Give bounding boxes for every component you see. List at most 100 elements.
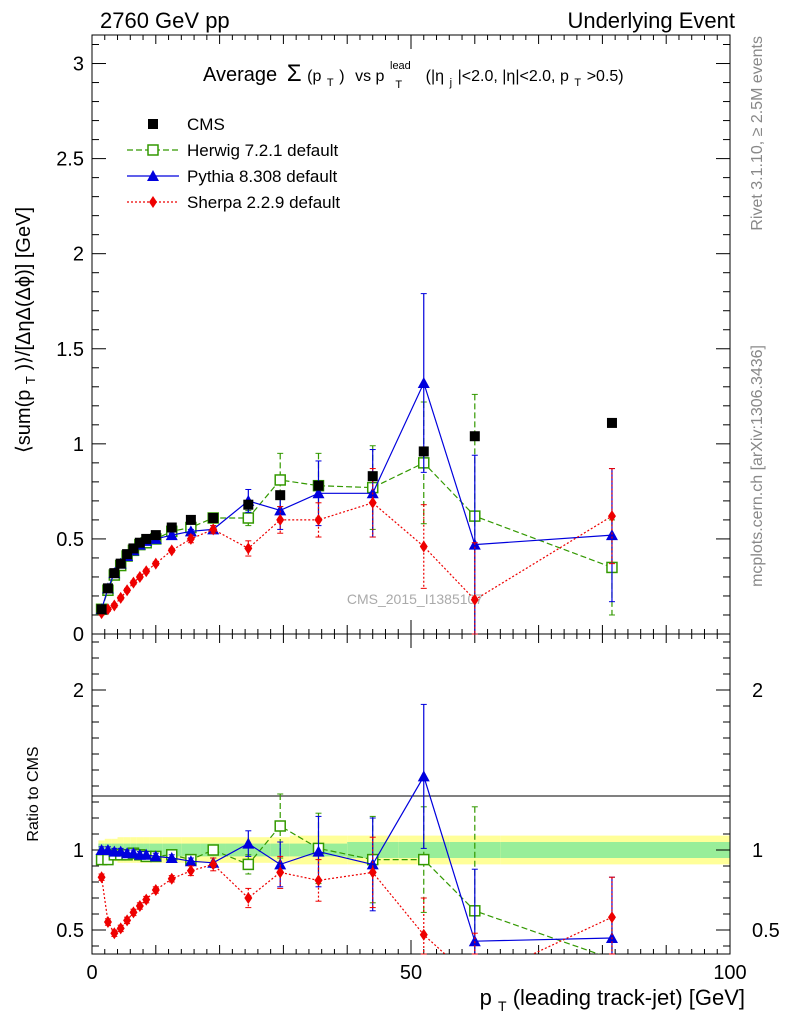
legend-label: CMS bbox=[187, 115, 225, 134]
data-point bbox=[167, 544, 176, 557]
data-point bbox=[128, 543, 139, 554]
y-tick-label-main: 0.5 bbox=[56, 529, 84, 551]
series-herwig bbox=[95, 793, 615, 955]
title-cuts-c: >0.5) bbox=[587, 68, 624, 85]
main-series bbox=[95, 293, 618, 635]
series-cms bbox=[96, 417, 617, 615]
ylabel-main-b: )⟩/[ΔηΔ(Δϕ)] [GeV] bbox=[13, 207, 35, 371]
data-point bbox=[122, 549, 133, 560]
data-point bbox=[605, 529, 618, 541]
data-point bbox=[142, 565, 151, 578]
y-tick-label-main: 1.5 bbox=[56, 339, 84, 361]
title-vs-sup: lead bbox=[390, 60, 411, 72]
legend-label: Herwig 7.2.1 default bbox=[187, 141, 338, 160]
data-point bbox=[97, 871, 106, 884]
data-point bbox=[134, 537, 145, 548]
y-axis-label-ratio: Ratio to CMS bbox=[25, 746, 42, 841]
legend-label: Pythia 8.308 default bbox=[187, 167, 338, 186]
title-prefix: Average bbox=[203, 64, 277, 86]
ratio-series bbox=[95, 703, 618, 955]
band-stat bbox=[449, 842, 501, 858]
data-point bbox=[115, 558, 126, 569]
series-line bbox=[101, 462, 613, 610]
data-point bbox=[274, 858, 287, 870]
data-point bbox=[607, 510, 616, 523]
data-point bbox=[468, 935, 481, 947]
data-point bbox=[368, 496, 377, 509]
data-point bbox=[242, 837, 255, 849]
data-point bbox=[129, 576, 138, 589]
data-point bbox=[244, 542, 253, 555]
data-point bbox=[135, 900, 144, 912]
title-pt-close: ) bbox=[339, 68, 344, 85]
data-point bbox=[607, 911, 616, 924]
data-point bbox=[207, 844, 219, 856]
ylabel-main-sub: T bbox=[23, 376, 38, 384]
data-point bbox=[274, 504, 287, 516]
data-point bbox=[313, 480, 324, 491]
y-tick-label-ratio: 0.5 bbox=[56, 920, 84, 942]
data-point bbox=[368, 866, 377, 879]
analysis-watermark: CMS_2015_I1385107 bbox=[347, 591, 483, 607]
mcplots-note: mcplots.cern.ch [arXiv:1306.3436] bbox=[749, 345, 766, 587]
rivet-note: Rivet 3.1.10, ≥ 2.5M events bbox=[749, 36, 766, 231]
x-tick-label: 50 bbox=[400, 962, 422, 984]
data-point bbox=[274, 474, 286, 486]
data-point bbox=[276, 513, 285, 526]
data-point bbox=[469, 431, 480, 442]
data-point bbox=[186, 532, 195, 545]
data-point bbox=[123, 584, 132, 597]
data-point bbox=[209, 858, 218, 871]
y-tick-label-ratio: 2 bbox=[73, 680, 84, 702]
data-point bbox=[419, 540, 428, 553]
legend: CMS Herwig 7.2.1 default Pythia 8.308 defa… bbox=[127, 115, 340, 212]
y-tick-label-main: 3 bbox=[73, 54, 84, 76]
data-point bbox=[109, 568, 120, 579]
x-tick-label: 100 bbox=[713, 962, 746, 984]
ylabel-main-a: ⟨sum(p bbox=[13, 390, 35, 453]
data-point bbox=[242, 858, 255, 871]
title-cuts-b-sub: T bbox=[574, 77, 581, 89]
legend-marker bbox=[147, 144, 159, 156]
legend-marker bbox=[148, 119, 158, 129]
data-point bbox=[244, 892, 253, 904]
data-point bbox=[208, 513, 219, 524]
legend-label: Sherpa 2.2.9 default bbox=[187, 193, 340, 212]
title-pt-open: (p bbox=[307, 68, 321, 85]
band-stat bbox=[181, 843, 201, 857]
title-cuts-b: |<2.0, |η|<2.0, p bbox=[458, 68, 569, 85]
y-tick-label-main: 2.5 bbox=[56, 149, 84, 171]
title-cuts-a: (|η bbox=[426, 68, 444, 85]
title-vs: vs p bbox=[355, 68, 384, 85]
data-point bbox=[209, 523, 218, 536]
data-point bbox=[151, 884, 160, 896]
legend-marker bbox=[147, 170, 159, 181]
data-point bbox=[184, 855, 197, 867]
data-point bbox=[110, 599, 119, 612]
data-point bbox=[470, 593, 479, 606]
legend-marker bbox=[149, 196, 157, 208]
y-tick-label-main: 2 bbox=[73, 244, 84, 266]
y-tick-label-ratio-right: 2 bbox=[752, 680, 763, 702]
data-point bbox=[102, 583, 113, 594]
series-pythia bbox=[95, 293, 618, 635]
data-point bbox=[186, 864, 195, 877]
xlabel-b: (leading track-jet) [GeV] bbox=[513, 985, 745, 1010]
data-point bbox=[417, 770, 430, 782]
header-right: Underlying Event bbox=[567, 8, 735, 33]
y-tick-label-main: 0 bbox=[73, 624, 84, 646]
data-point bbox=[312, 845, 325, 857]
y-tick-label-ratio-right: 0.5 bbox=[752, 920, 780, 942]
data-point bbox=[314, 874, 323, 887]
title-sigma: Σ bbox=[287, 60, 302, 87]
data-point bbox=[151, 557, 160, 570]
data-point bbox=[275, 490, 286, 501]
data-point bbox=[274, 820, 286, 832]
data-point bbox=[150, 530, 161, 541]
title-cuts-a-sub: j bbox=[449, 77, 452, 89]
data-point bbox=[166, 522, 177, 533]
data-point bbox=[184, 525, 197, 537]
band-stat bbox=[500, 842, 730, 858]
data-point bbox=[103, 916, 112, 928]
